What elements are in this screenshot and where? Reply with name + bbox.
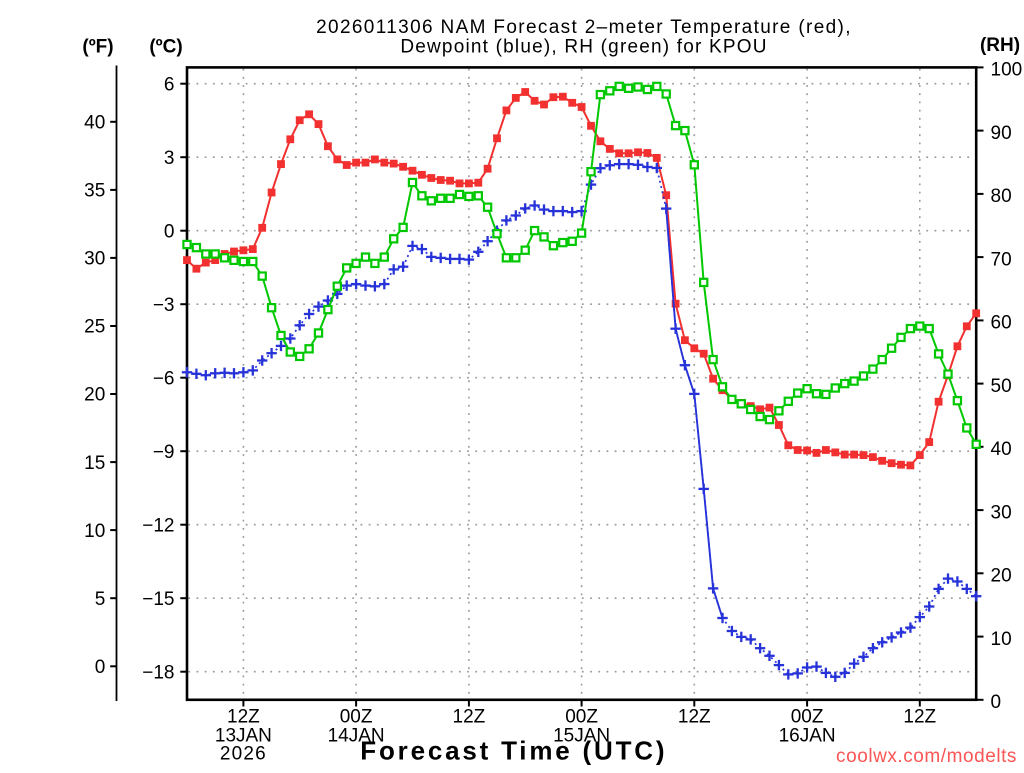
svg-text:40: 40 bbox=[84, 113, 105, 134]
svg-text:80: 80 bbox=[991, 186, 1012, 207]
svg-text:−3: −3 bbox=[153, 295, 175, 316]
svg-text:Forecast Time (UTC): Forecast Time (UTC) bbox=[360, 736, 667, 766]
svg-text:0: 0 bbox=[95, 657, 106, 678]
svg-text:12Z: 12Z bbox=[678, 706, 711, 727]
svg-text:(ºC): (ºC) bbox=[149, 36, 182, 57]
svg-text:Dewpoint (blue), RH (green) fo: Dewpoint (blue), RH (green) for KPOU bbox=[400, 37, 767, 58]
svg-text:12Z: 12Z bbox=[903, 706, 936, 727]
svg-text:25: 25 bbox=[84, 317, 105, 338]
svg-text:3: 3 bbox=[164, 148, 175, 169]
svg-text:2026: 2026 bbox=[220, 743, 267, 764]
svg-text:90: 90 bbox=[991, 123, 1012, 144]
svg-text:15: 15 bbox=[84, 453, 105, 474]
svg-text:50: 50 bbox=[991, 376, 1012, 397]
svg-text:−12: −12 bbox=[142, 515, 174, 536]
svg-text:−6: −6 bbox=[153, 368, 175, 389]
svg-text:−9: −9 bbox=[153, 442, 175, 463]
svg-text:10: 10 bbox=[991, 629, 1012, 650]
svg-text:35: 35 bbox=[84, 181, 105, 202]
svg-text:15JAN: 15JAN bbox=[553, 725, 610, 746]
svg-text:0: 0 bbox=[991, 692, 1002, 713]
svg-text:12Z: 12Z bbox=[453, 706, 486, 727]
svg-text:14JAN: 14JAN bbox=[328, 725, 385, 746]
svg-text:0: 0 bbox=[164, 221, 175, 242]
svg-text:−15: −15 bbox=[142, 589, 174, 610]
svg-text:30: 30 bbox=[84, 249, 105, 270]
svg-text:6: 6 bbox=[164, 74, 175, 95]
svg-text:12Z: 12Z bbox=[227, 706, 260, 727]
svg-text:30: 30 bbox=[991, 502, 1012, 523]
svg-text:−18: −18 bbox=[142, 662, 174, 683]
svg-text:5: 5 bbox=[95, 589, 106, 610]
svg-text:16JAN: 16JAN bbox=[779, 725, 836, 746]
svg-text:70: 70 bbox=[991, 249, 1012, 270]
svg-text:10: 10 bbox=[84, 521, 105, 542]
svg-text:20: 20 bbox=[84, 385, 105, 406]
svg-text:2026011306 NAM Forecast 2–mete: 2026011306 NAM Forecast 2–meter Temperat… bbox=[316, 17, 852, 38]
svg-text:100: 100 bbox=[991, 60, 1023, 81]
svg-text:40: 40 bbox=[991, 439, 1012, 460]
svg-text:00Z: 00Z bbox=[791, 706, 824, 727]
svg-text:(RH): (RH) bbox=[980, 35, 1020, 56]
svg-text:20: 20 bbox=[991, 566, 1012, 587]
svg-text:(ºF): (ºF) bbox=[82, 36, 113, 57]
svg-text:13JAN: 13JAN bbox=[215, 725, 272, 746]
svg-text:60: 60 bbox=[991, 313, 1012, 334]
svg-text:coolwx.com/modelts: coolwx.com/modelts bbox=[836, 746, 1017, 767]
svg-text:00Z: 00Z bbox=[565, 706, 598, 727]
svg-text:00Z: 00Z bbox=[340, 706, 373, 727]
